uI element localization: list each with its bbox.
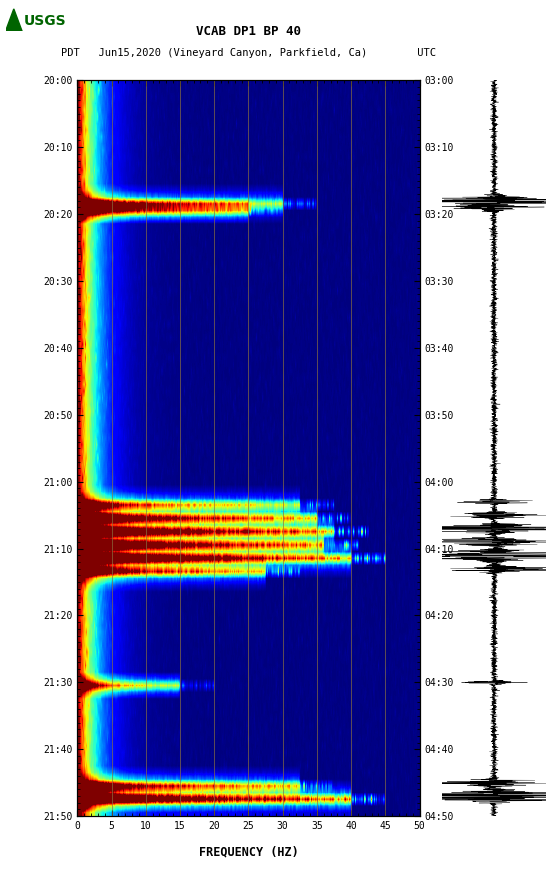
Text: FREQUENCY (HZ): FREQUENCY (HZ) [199, 846, 298, 858]
Polygon shape [6, 9, 22, 31]
Text: PDT   Jun15,2020 (Vineyard Canyon, Parkfield, Ca)        UTC: PDT Jun15,2020 (Vineyard Canyon, Parkfie… [61, 48, 436, 58]
Text: VCAB DP1 BP 40: VCAB DP1 BP 40 [196, 25, 301, 38]
Text: USGS: USGS [24, 13, 66, 28]
